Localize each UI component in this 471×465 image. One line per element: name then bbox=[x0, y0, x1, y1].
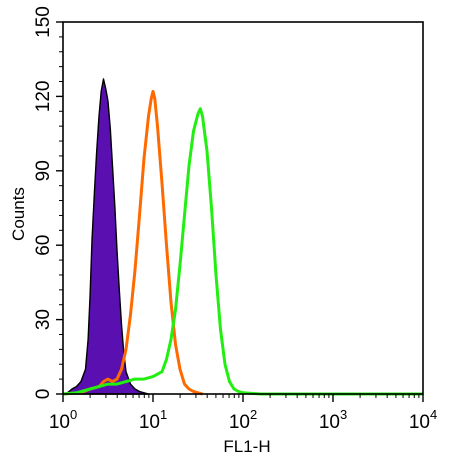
y-tick-label: 90 bbox=[33, 160, 54, 181]
histogram-fill-1 bbox=[62, 78, 150, 395]
x-tick-label: 102 bbox=[229, 407, 257, 433]
y-tick-label: 60 bbox=[33, 235, 54, 256]
histogram-series-1 bbox=[62, 78, 150, 395]
histogram-series-2 bbox=[62, 89, 203, 396]
series-layer bbox=[62, 78, 423, 396]
y-tick-label: 0 bbox=[33, 389, 54, 400]
x-tick-label: 103 bbox=[319, 407, 347, 433]
x-tick-label: 100 bbox=[49, 407, 77, 433]
histogram-series-3 bbox=[62, 107, 423, 396]
x-tick-label: 101 bbox=[139, 407, 167, 433]
histogram-line-3 bbox=[62, 107, 423, 396]
x-tick-label: 104 bbox=[409, 407, 437, 433]
ticks-layer: 0 30 60 90 120 150 100 101 102 103 104 bbox=[33, 6, 437, 433]
y-tick-label: 120 bbox=[33, 81, 54, 113]
histogram-line-2 bbox=[62, 89, 203, 396]
y-tick-label: 150 bbox=[33, 6, 54, 38]
y-tick-label: 30 bbox=[33, 309, 54, 330]
x-axis-title: FL1-H bbox=[223, 437, 270, 456]
y-axis-title: Counts bbox=[9, 187, 28, 241]
